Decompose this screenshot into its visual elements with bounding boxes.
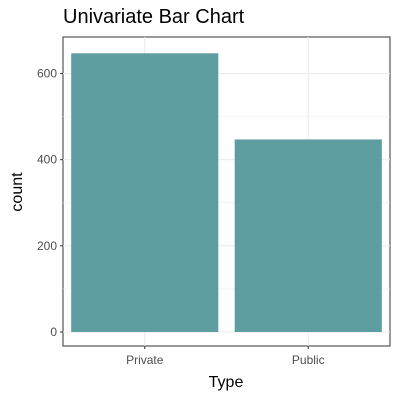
y-axis-title: count xyxy=(9,172,26,212)
y-tick-label: 600 xyxy=(37,67,57,81)
x-tick-label: Private xyxy=(126,353,164,367)
x-axis-title: Type xyxy=(209,374,244,391)
y-tick-label: 400 xyxy=(37,153,57,167)
y-tick-label: 200 xyxy=(37,239,57,253)
chart-title: Univariate Bar Chart xyxy=(63,6,245,28)
y-tick-label: 0 xyxy=(50,325,57,339)
x-tick-label: Public xyxy=(292,353,325,367)
bar-private xyxy=(71,53,219,332)
bar-public xyxy=(234,139,382,332)
